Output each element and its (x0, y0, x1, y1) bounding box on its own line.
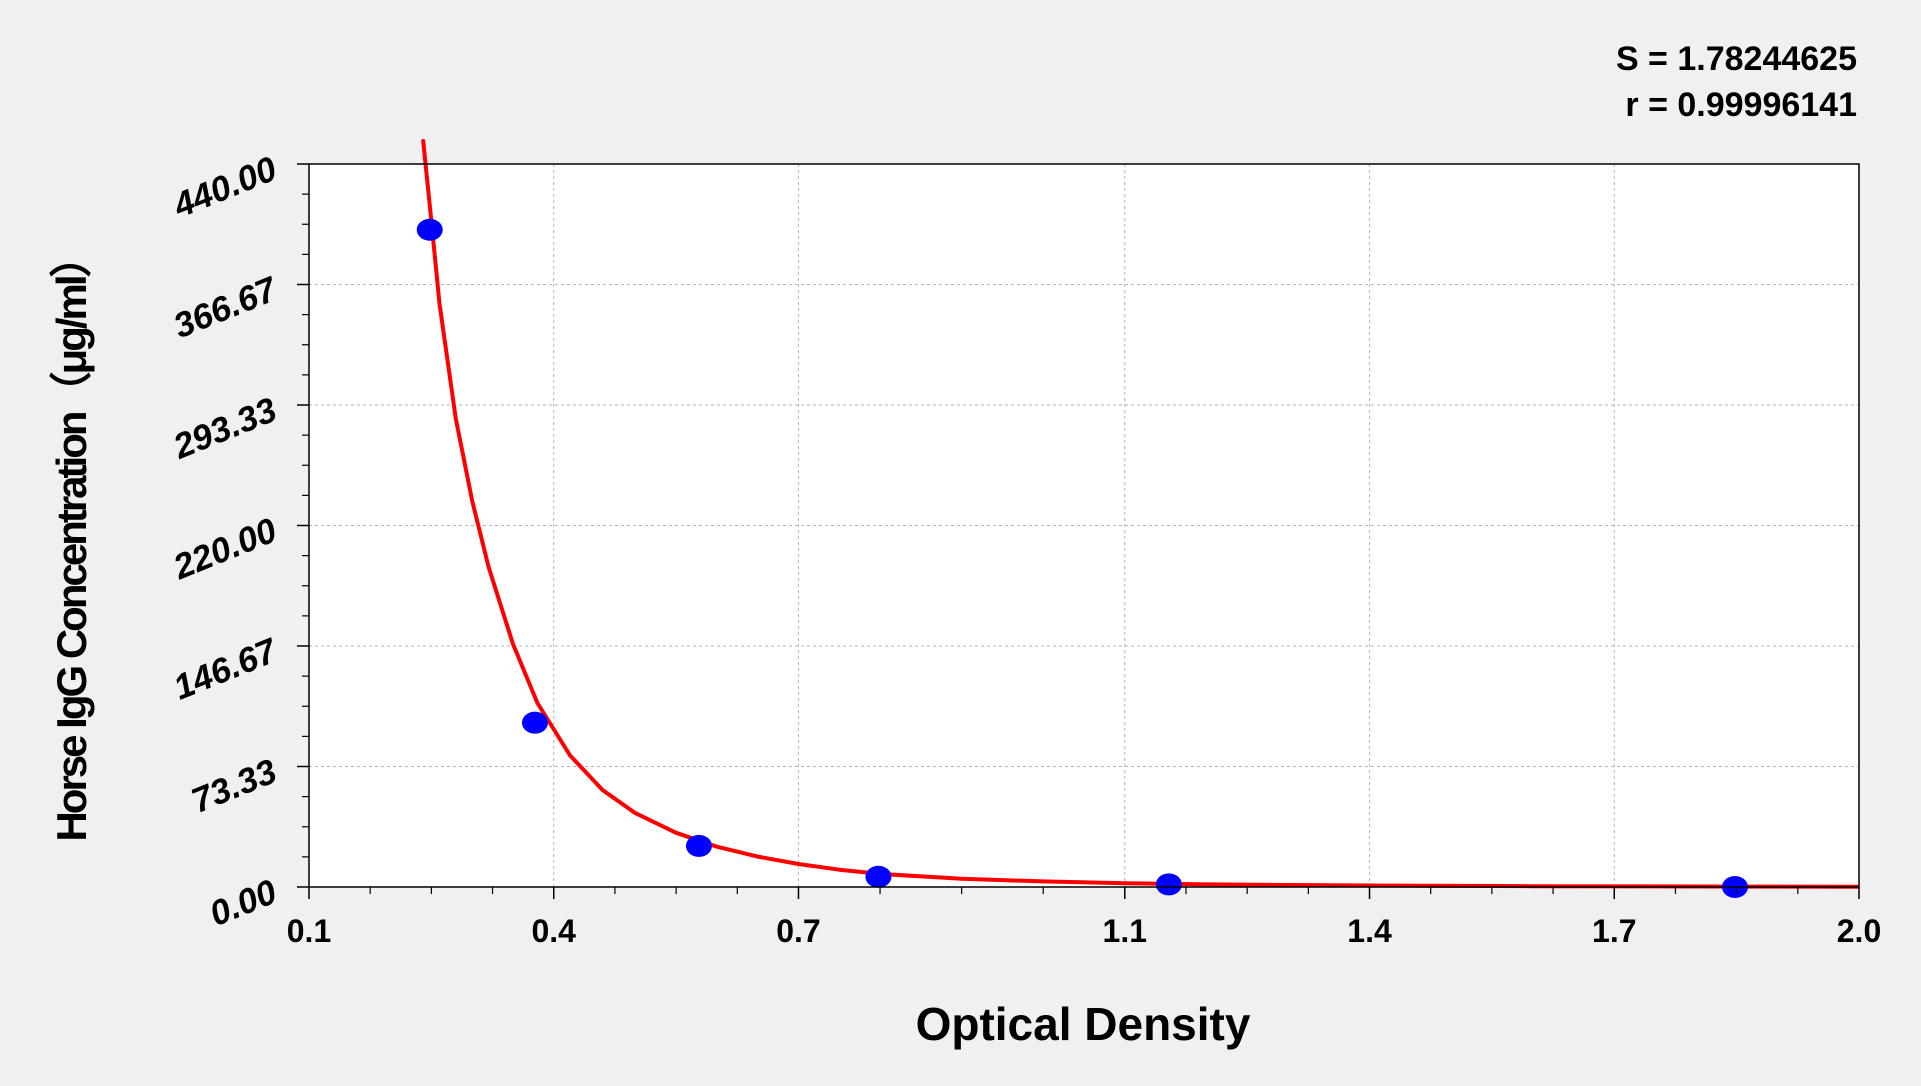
x-tick-label: 0.4 (531, 913, 576, 949)
x-tick-label: 0.1 (287, 913, 331, 949)
data-points-layer (416, 218, 1748, 898)
y-tick-label: 73.33 (186, 752, 282, 821)
r-annotation: r = 0.99996141 (1625, 86, 1857, 124)
y-axis-title: Horse IgG Concentration（μg/ml） (48, 238, 95, 841)
y-tick-label: 440.00 (167, 149, 282, 226)
fit-curve (421, 139, 1859, 889)
data-point (1155, 873, 1182, 896)
data-point (416, 218, 443, 241)
y-tick-label: 146.67 (168, 631, 283, 708)
x-tick-label: 0.7 (776, 913, 820, 949)
x-tick-label: 2.0 (1837, 913, 1881, 949)
y-tick-label: 0.00 (204, 872, 282, 934)
s-annotation: S = 1.78244625 (1616, 40, 1857, 78)
x-axis-title: Optical Density (916, 998, 1251, 1050)
y-tick-label: 220.00 (167, 511, 282, 588)
x-tick-label: 1.7 (1592, 913, 1636, 949)
y-tick-label: 293.33 (167, 390, 282, 467)
fit-curve-layer (421, 139, 1859, 889)
x-tick-label: 1.4 (1347, 913, 1392, 949)
grid-lines (309, 164, 1859, 887)
x-tick-label: 1.1 (1103, 913, 1147, 949)
data-point (521, 711, 548, 734)
data-point (865, 865, 892, 888)
data-point (685, 834, 712, 857)
y-tick-label: 366.67 (168, 269, 283, 346)
